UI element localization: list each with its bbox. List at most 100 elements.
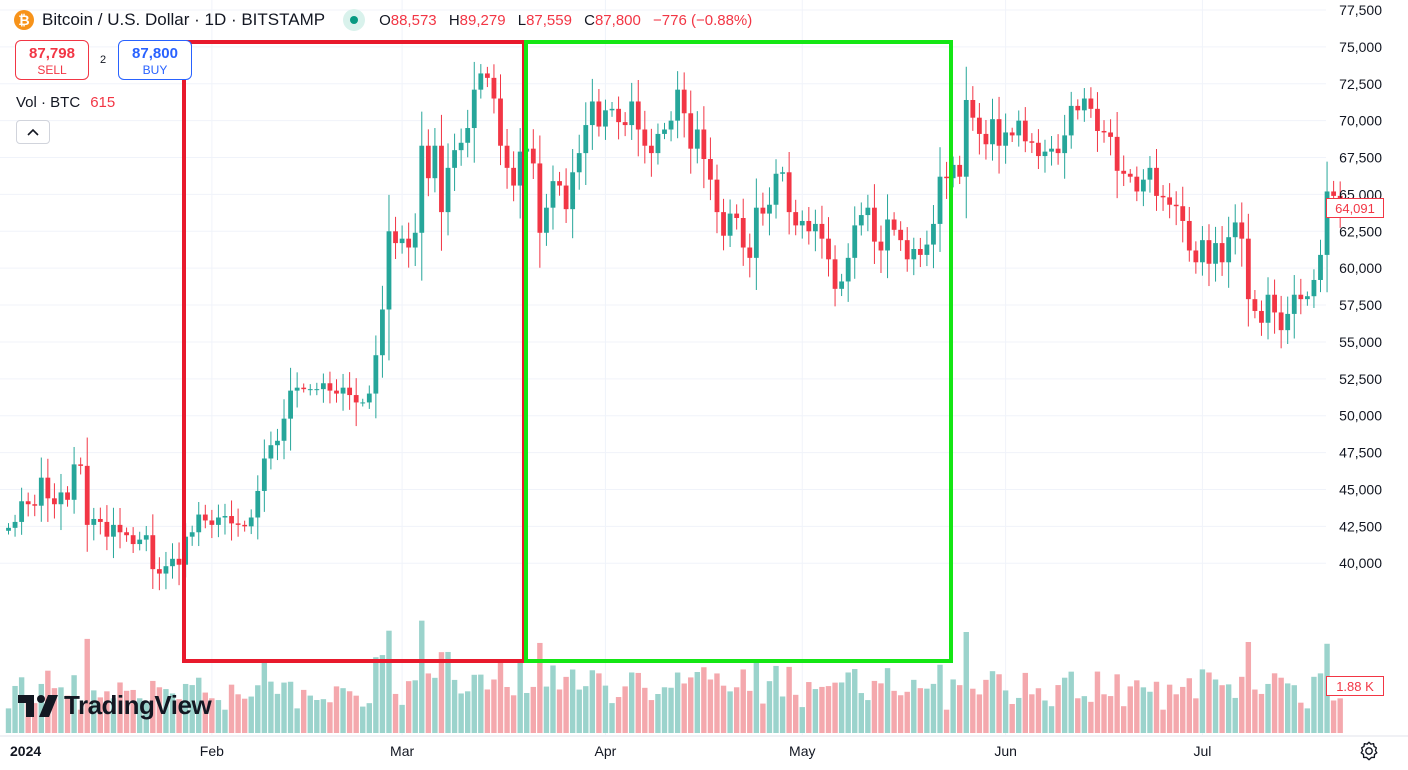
volume-bar xyxy=(747,690,753,733)
candle xyxy=(1167,183,1173,219)
candle xyxy=(373,335,379,419)
candle xyxy=(950,156,956,188)
volume-bar xyxy=(451,679,458,733)
candle-body xyxy=(1206,240,1212,264)
candle-body xyxy=(537,163,543,233)
price-tick-label: 40,000 xyxy=(1339,555,1382,571)
volume-bar xyxy=(1160,709,1166,733)
settings-gear-icon[interactable] xyxy=(1358,740,1380,762)
candle-body xyxy=(852,225,858,258)
volume-bar xyxy=(64,695,71,733)
volume-bar xyxy=(1061,677,1068,733)
candle-body xyxy=(655,133,661,154)
candle-body xyxy=(439,145,444,213)
price-tick-label: 75,000 xyxy=(1339,39,1382,55)
volume-bar xyxy=(1068,671,1074,733)
candle-body xyxy=(1318,254,1323,280)
price-axis[interactable]: 77,50075,00072,50070,00067,50065,00062,5… xyxy=(1339,2,1382,571)
volume-bar xyxy=(156,687,163,733)
candle-body xyxy=(1180,206,1186,221)
volume-bar xyxy=(1042,700,1048,733)
candle-body xyxy=(767,204,772,214)
candle-body xyxy=(957,164,963,177)
volume-bar xyxy=(1291,685,1297,733)
volume-bar xyxy=(740,669,746,733)
tradingview-logo[interactable]: TradingView xyxy=(18,690,212,721)
candle-body xyxy=(406,238,412,248)
candle xyxy=(1291,275,1297,339)
volume-bar xyxy=(510,695,517,733)
volume-bar xyxy=(1022,672,1028,733)
volume-legend[interactable]: Vol · BTC 615 xyxy=(16,94,115,111)
candle-body xyxy=(1265,294,1271,323)
candle xyxy=(393,216,398,260)
candle xyxy=(163,551,169,590)
high-value: 89,279 xyxy=(459,11,506,29)
candle-body xyxy=(734,213,740,219)
volume-bar xyxy=(346,691,353,733)
volume-bar xyxy=(1285,683,1291,733)
chart-grid xyxy=(0,0,1326,735)
candle xyxy=(1285,296,1291,345)
volume-bar xyxy=(996,674,1002,733)
volume-bar xyxy=(478,674,484,733)
symbol-title[interactable]: Bitcoin / U.S. Dollar · 1D · BITSTAMP xyxy=(42,10,326,29)
candle xyxy=(65,486,70,507)
candle xyxy=(347,372,353,410)
volume-bar xyxy=(301,689,307,733)
time-axis[interactable]: 2024 Feb Mar Apr May Jun Jul xyxy=(0,735,1408,759)
candle xyxy=(281,399,287,460)
volume-bar xyxy=(169,693,176,733)
price-tick-label: 70,000 xyxy=(1339,113,1382,129)
candle-body xyxy=(963,99,969,177)
volume-bar xyxy=(1166,684,1173,733)
volume-bar xyxy=(1265,683,1271,733)
volume-bar xyxy=(733,687,740,733)
volume-bar xyxy=(609,703,615,733)
candle xyxy=(1140,169,1146,207)
volume-bar xyxy=(1317,673,1324,733)
candle xyxy=(1298,278,1304,315)
candle xyxy=(937,147,943,252)
candle-body xyxy=(740,218,746,248)
candle-body xyxy=(622,122,628,126)
candle-body xyxy=(1049,148,1054,152)
candle-body xyxy=(694,129,700,149)
symbol-header[interactable]: ₿ Bitcoin / U.S. Dollar · 1D · BITSTAMP … xyxy=(14,6,752,34)
volume-bar xyxy=(386,630,392,733)
candle-body xyxy=(511,167,517,186)
volume-bar xyxy=(130,689,136,733)
candle-body xyxy=(983,133,989,145)
volume-bar xyxy=(688,677,694,733)
time-tick-label: Feb xyxy=(200,743,224,759)
candle-body xyxy=(281,418,287,441)
volume-bar xyxy=(615,697,622,733)
collapse-legend-button[interactable] xyxy=(16,120,50,144)
volume-bar xyxy=(150,680,156,733)
volume-bar xyxy=(287,681,294,733)
buy-button[interactable]: 87,800 BUY xyxy=(118,40,192,80)
volume-bar xyxy=(648,700,655,733)
volume-bar xyxy=(1081,696,1088,733)
candle-body xyxy=(839,281,845,289)
volume-bar xyxy=(1121,706,1127,733)
candle xyxy=(629,82,635,140)
candle xyxy=(45,458,51,522)
candle-body xyxy=(334,390,339,394)
candle xyxy=(1245,213,1251,327)
candle xyxy=(202,504,208,529)
sell-button[interactable]: 87,798 SELL xyxy=(15,40,89,80)
volume-bar xyxy=(694,672,700,733)
candle xyxy=(622,112,628,137)
volume-bar xyxy=(793,694,799,733)
candle xyxy=(635,80,641,157)
candle-body xyxy=(1029,141,1035,143)
candle-body xyxy=(1009,132,1015,136)
candle xyxy=(130,527,136,553)
candle xyxy=(662,122,667,140)
candle-body xyxy=(937,176,943,224)
candle xyxy=(944,161,949,199)
volume-bar xyxy=(340,688,346,733)
candle-body xyxy=(432,145,438,179)
